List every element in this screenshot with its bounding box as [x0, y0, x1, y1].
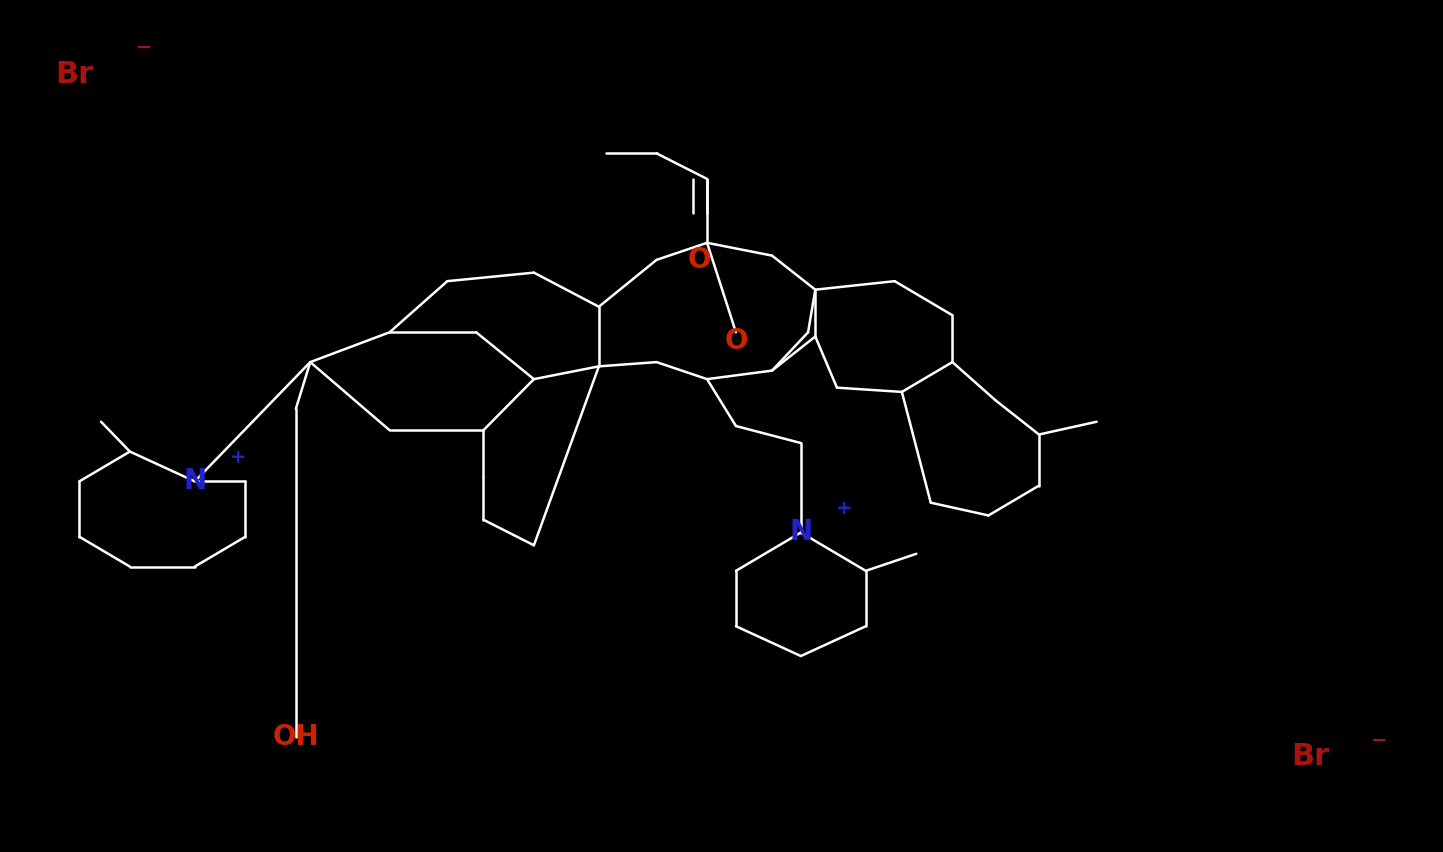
- Text: OH: OH: [273, 723, 319, 751]
- Text: N: N: [789, 519, 812, 546]
- Text: Br: Br: [55, 60, 92, 89]
- Text: Br: Br: [1291, 742, 1329, 771]
- Text: +: +: [835, 499, 853, 518]
- Text: −: −: [1371, 731, 1387, 750]
- Text: O: O: [688, 246, 711, 273]
- Text: +: +: [229, 448, 247, 467]
- Text: O: O: [724, 327, 747, 354]
- Text: N: N: [183, 468, 206, 495]
- Text: −: −: [136, 38, 152, 57]
